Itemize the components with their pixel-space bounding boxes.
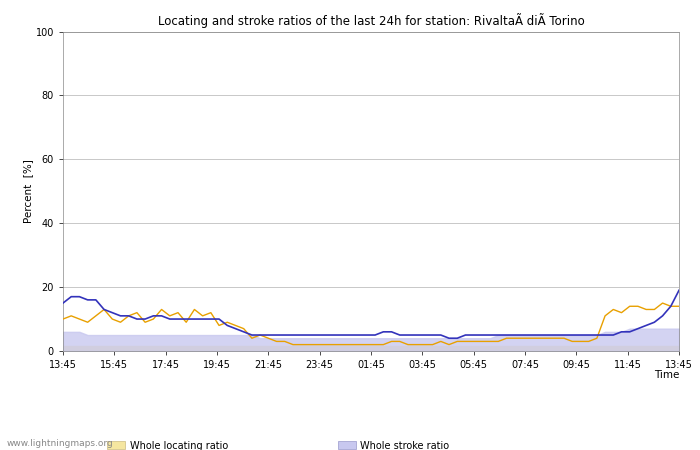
Title: Locating and stroke ratios of the last 24h for station: RivaltaÃ diÃ Torino: Locating and stroke ratios of the last 2… <box>158 13 584 27</box>
Text: Time: Time <box>654 370 679 380</box>
Legend: Whole locating ratio, Locating ratio station RivaltaÃ diÃ Torino, Whole stroke r: Whole locating ratio, Locating ratio sta… <box>107 441 548 450</box>
Text: www.lightningmaps.org: www.lightningmaps.org <box>7 439 113 448</box>
Y-axis label: Percent  [%]: Percent [%] <box>23 159 33 223</box>
